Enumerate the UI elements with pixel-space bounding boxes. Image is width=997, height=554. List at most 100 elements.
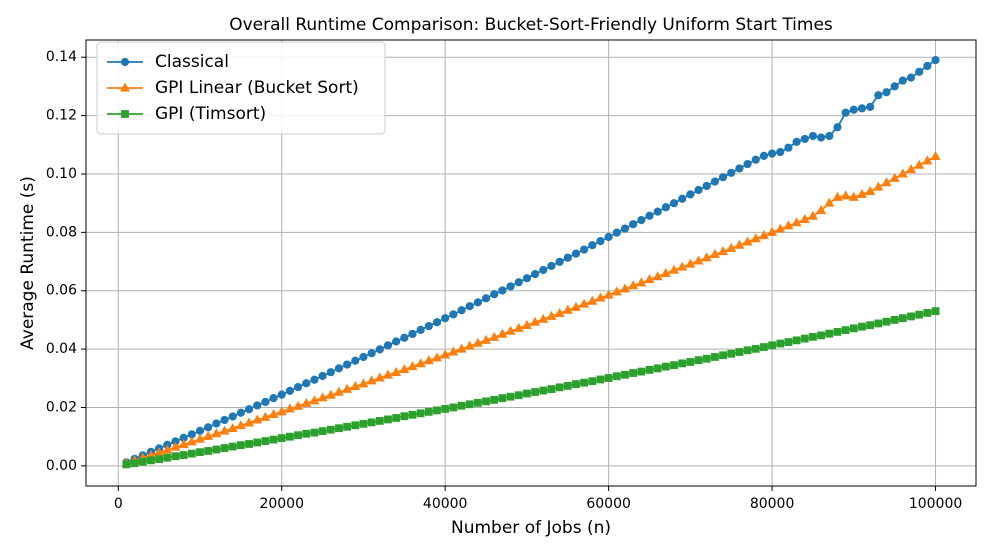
point — [686, 358, 695, 366]
legend: Classical GPI Linear (Bucket Sort) GPI (Ti… — [96, 41, 386, 135]
point — [464, 340, 475, 350]
point — [498, 286, 507, 295]
point — [170, 441, 181, 451]
point — [407, 361, 418, 371]
point — [856, 188, 868, 198]
point — [480, 334, 492, 344]
point — [596, 375, 605, 384]
point — [506, 282, 515, 291]
point — [710, 353, 719, 361]
point — [652, 271, 663, 281]
point — [375, 345, 384, 354]
point — [637, 367, 646, 376]
point — [905, 164, 917, 174]
point — [530, 316, 541, 326]
point — [220, 415, 229, 425]
x-tick-label: 40000 — [423, 496, 468, 512]
point — [392, 414, 401, 422]
point — [719, 351, 727, 360]
series-line — [126, 310, 936, 466]
legend-label: Classical — [155, 52, 229, 72]
point — [261, 437, 270, 445]
point — [653, 207, 662, 216]
point — [473, 298, 482, 307]
point — [147, 456, 155, 465]
point — [162, 444, 173, 454]
point — [351, 421, 360, 430]
point — [660, 267, 671, 278]
point — [866, 102, 875, 111]
point — [335, 424, 343, 433]
point — [187, 449, 196, 458]
point — [849, 105, 858, 114]
point — [784, 338, 793, 347]
point — [514, 391, 523, 400]
point — [669, 199, 679, 208]
x-tick-label: 20000 — [259, 496, 304, 512]
point — [130, 459, 139, 468]
point — [727, 349, 736, 358]
point — [678, 194, 687, 203]
point — [235, 420, 246, 430]
point — [563, 381, 572, 390]
point — [857, 104, 867, 113]
point — [432, 318, 442, 327]
point — [253, 401, 262, 410]
point — [775, 223, 786, 233]
x-axis-label: Number of Jobs (n) — [451, 518, 611, 538]
point — [400, 412, 409, 421]
point — [588, 377, 597, 386]
point — [358, 378, 369, 388]
point — [196, 448, 204, 457]
point — [343, 360, 352, 369]
point — [465, 302, 474, 311]
point — [580, 378, 589, 387]
point — [228, 412, 237, 421]
point — [521, 319, 532, 329]
point — [743, 159, 752, 169]
legend-label: GPI (Timsort) — [155, 104, 266, 124]
point — [931, 56, 940, 65]
series-line — [126, 155, 936, 465]
legend-marker — [119, 82, 131, 92]
point — [522, 274, 532, 283]
point — [366, 375, 377, 385]
point — [800, 334, 809, 343]
point — [367, 418, 376, 427]
point — [276, 406, 287, 416]
point — [776, 339, 785, 348]
point — [702, 354, 711, 363]
point — [424, 407, 433, 416]
point — [621, 370, 629, 379]
point — [400, 333, 409, 342]
point — [236, 408, 245, 417]
point — [212, 419, 221, 428]
point — [547, 385, 556, 393]
point — [841, 108, 850, 117]
point — [930, 150, 941, 160]
point — [268, 408, 279, 418]
point — [472, 337, 483, 347]
point — [897, 168, 908, 178]
point — [906, 73, 916, 82]
point — [310, 375, 319, 384]
point — [685, 258, 696, 268]
point — [751, 344, 760, 353]
point — [416, 409, 425, 418]
point — [751, 155, 760, 164]
point — [342, 383, 353, 393]
point — [914, 159, 925, 169]
point — [784, 143, 793, 152]
point — [260, 411, 271, 421]
point — [629, 220, 638, 229]
point — [456, 343, 467, 353]
point — [473, 398, 482, 407]
point — [734, 239, 745, 249]
point — [628, 280, 639, 290]
point — [252, 414, 263, 424]
point — [809, 332, 817, 341]
point — [441, 405, 450, 413]
point — [726, 242, 737, 252]
x-tick-label: 80000 — [750, 496, 795, 512]
